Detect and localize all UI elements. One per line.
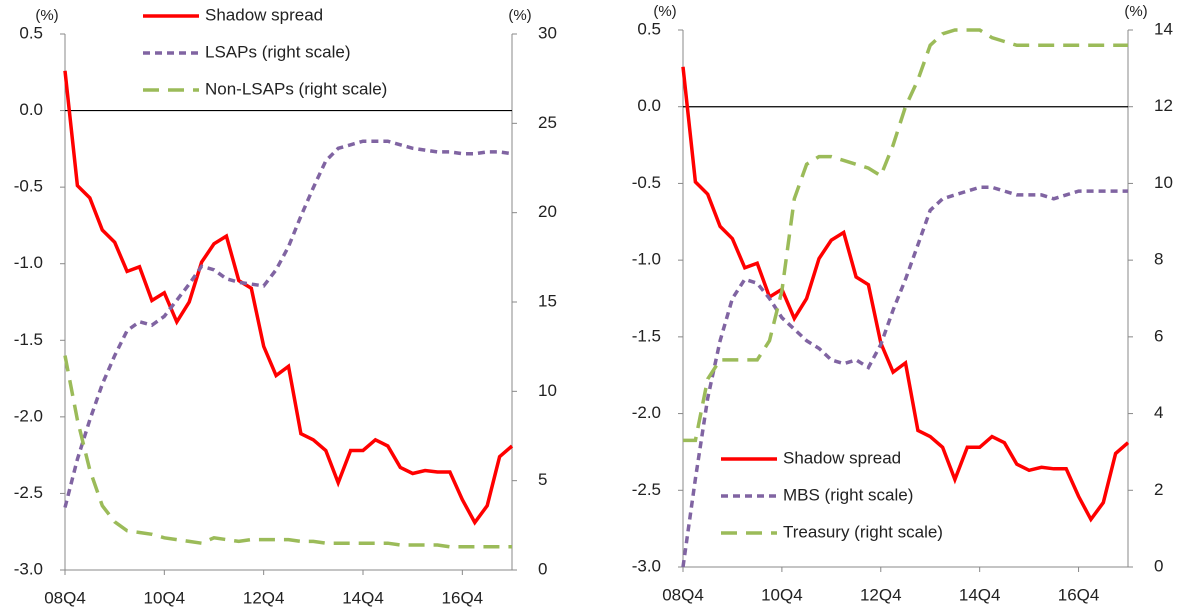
x-tick-label: 12Q4 xyxy=(243,588,285,607)
x-tick-label: 12Q4 xyxy=(860,585,902,604)
y-tick-label: -1.0 xyxy=(14,253,43,272)
y2-tick-label: 15 xyxy=(538,291,557,310)
y2-tick-label: 20 xyxy=(538,202,557,221)
y-tick-label: -0.5 xyxy=(632,173,661,192)
legend-label: Non-LSAPs (right scale) xyxy=(205,79,387,98)
y-tick-label: -0.5 xyxy=(14,177,43,196)
x-tick-label: 14Q4 xyxy=(342,588,384,607)
y-unit: (%) xyxy=(653,3,676,20)
y-tick-label: 0.0 xyxy=(19,100,43,119)
y-unit: (%) xyxy=(35,7,58,24)
y-tick-label: 0.0 xyxy=(637,96,661,115)
y2-tick-label: 0 xyxy=(1154,556,1163,575)
series-line xyxy=(683,28,1128,443)
y2-unit: (%) xyxy=(508,7,531,24)
y2-tick-label: 30 xyxy=(538,23,557,42)
y2-tick-label: 2 xyxy=(1154,480,1163,499)
y2-tick-label: 5 xyxy=(538,470,547,489)
x-tick-label: 10Q4 xyxy=(761,585,803,604)
y-tick-label: 0.5 xyxy=(637,19,661,38)
y-tick-label: -2.0 xyxy=(632,403,661,422)
y-tick-label: 0.5 xyxy=(19,23,43,42)
y2-tick-label: 8 xyxy=(1154,250,1163,269)
x-tick-label: 16Q4 xyxy=(1058,585,1100,604)
legend-label: Shadow spread xyxy=(783,448,901,467)
y2-tick-label: 25 xyxy=(538,113,557,132)
y2-tick-label: 12 xyxy=(1154,96,1173,115)
y2-tick-label: 10 xyxy=(538,381,557,400)
series-line xyxy=(681,66,1130,523)
x-tick-label: 08Q4 xyxy=(662,585,704,604)
y-tick-label: -1.5 xyxy=(14,330,43,349)
legend-label: LSAPs (right scale) xyxy=(205,42,351,61)
y-tick-label: -3.0 xyxy=(14,559,43,578)
series-line xyxy=(681,185,1128,568)
series-line xyxy=(63,355,512,549)
y-tick-label: -2.5 xyxy=(14,483,43,502)
y-tick-label: -1.0 xyxy=(632,250,661,269)
y-tick-label: -2.5 xyxy=(632,480,661,499)
x-tick-label: 14Q4 xyxy=(959,585,1001,604)
legend-label: MBS (right scale) xyxy=(783,485,913,504)
y-tick-label: -3.0 xyxy=(632,556,661,575)
y-tick-label: -2.0 xyxy=(14,406,43,425)
x-tick-label: 16Q4 xyxy=(442,588,484,607)
series-line xyxy=(63,70,514,526)
y2-unit: (%) xyxy=(1124,3,1147,20)
y2-tick-label: 0 xyxy=(538,559,547,578)
y-tick-label: -1.5 xyxy=(632,326,661,345)
y2-tick-label: 6 xyxy=(1154,326,1163,345)
y2-tick-label: 4 xyxy=(1154,403,1163,422)
x-tick-label: 10Q4 xyxy=(144,588,186,607)
legend-label: Treasury (right scale) xyxy=(783,522,943,541)
x-tick-label: 08Q4 xyxy=(44,588,86,607)
legend-label: Shadow spread xyxy=(205,5,323,24)
series-line xyxy=(63,139,513,508)
y2-tick-label: 10 xyxy=(1154,173,1173,192)
y2-tick-label: 14 xyxy=(1154,19,1173,38)
